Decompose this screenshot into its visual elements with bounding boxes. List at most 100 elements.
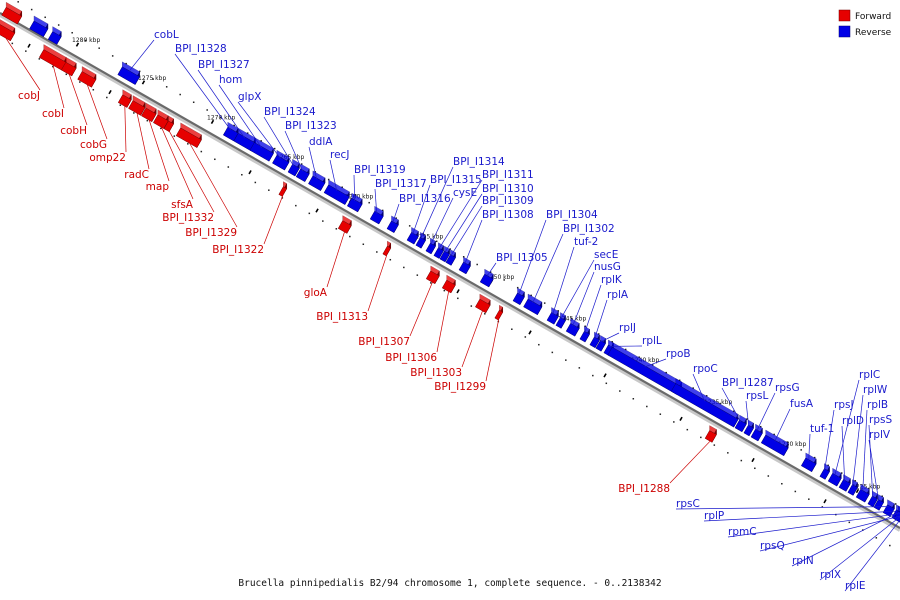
gene-bpi-i1324[interactable] — [287, 158, 300, 177]
tick-mark — [823, 499, 827, 504]
guide-dot — [395, 217, 397, 219]
guide-dot — [246, 132, 249, 134]
gene-gloa[interactable] — [337, 215, 352, 235]
gene-bpi-i1315[interactable] — [406, 226, 419, 245]
gene-bpi-i1303[interactable] — [475, 293, 491, 314]
label-rpsg: rpsG — [775, 382, 800, 394]
gene-bpi-i1304[interactable] — [512, 287, 525, 306]
leader-hom — [218, 84, 263, 149]
guide-dot — [214, 158, 216, 161]
gene-bpi-i1287[interactable] — [734, 414, 747, 433]
leader-cobj — [4, 36, 41, 91]
label-rpob: rpoB — [666, 348, 691, 360]
axis-shadow — [0, 13, 900, 532]
gene-rplc[interactable] — [827, 467, 842, 487]
gene-bpi-i1313[interactable] — [382, 240, 392, 257]
label-recj: recJ — [330, 149, 349, 161]
leader-bpi-i1310 — [444, 193, 483, 253]
guide-dot — [746, 418, 748, 420]
gene-cobh[interactable] — [61, 56, 77, 77]
leader-bpi-i1317 — [374, 188, 378, 214]
gene-rplk[interactable] — [579, 325, 590, 343]
leader-bpi-i1306 — [436, 290, 450, 353]
label-rplp: rplP — [704, 510, 724, 522]
gene-omp22[interactable] — [117, 89, 132, 109]
gene-bpi-i1299[interactable] — [494, 304, 504, 321]
guide-dot — [308, 212, 311, 215]
guide-dot — [65, 73, 68, 76]
label-nusg: nusG — [594, 261, 621, 273]
label-ddla: ddlA — [309, 136, 333, 148]
gene-recj[interactable] — [323, 179, 350, 206]
gene-bpi-i1310[interactable] — [439, 245, 450, 263]
leader-rpsq — [759, 515, 900, 552]
guide-dot — [624, 348, 627, 351]
gene-bpi-i1302[interactable] — [523, 293, 543, 316]
guide-dot — [111, 55, 114, 57]
gene-bpi-i1311[interactable] — [433, 242, 444, 260]
gene-tuf-2[interactable] — [546, 307, 559, 325]
label-fusa: fusA — [790, 398, 814, 410]
gene-bpi-i1332[interactable] — [163, 115, 174, 133]
gene-hom[interactable] — [249, 137, 274, 162]
gene-sfsa[interactable] — [153, 109, 169, 130]
gene-bpi-i1306[interactable] — [441, 274, 456, 294]
gene-rpss[interactable] — [867, 490, 878, 508]
label-bpi-i1319: BPI_I1319 — [354, 164, 406, 176]
gene-radc[interactable] — [128, 95, 146, 117]
gene-cobj[interactable] — [0, 19, 16, 42]
label-rplx: rplX — [820, 569, 841, 581]
gene-bpi-i1329[interactable] — [175, 122, 202, 149]
gene-rpoc[interactable] — [670, 378, 739, 428]
gene-corner-reverse-b[interactable] — [47, 26, 62, 46]
legend: Forward Reverse — [838, 9, 892, 38]
gene-bpi-i1314[interactable] — [415, 232, 426, 249]
gene-rplj[interactable] — [595, 335, 606, 352]
guide-dot — [611, 340, 613, 343]
leader-bpi-i1329 — [188, 141, 238, 228]
gene-bpi-i1322[interactable] — [278, 181, 288, 198]
gene-corner-forward[interactable] — [1, 1, 23, 25]
leader-bpi-i1307 — [409, 281, 434, 337]
gene-bpi-i1288[interactable] — [704, 425, 717, 444]
gene-rpla[interactable] — [589, 331, 600, 349]
gene-rpsc[interactable] — [882, 499, 895, 518]
gene-nusg[interactable] — [565, 318, 580, 337]
guide-dot — [827, 464, 829, 467]
gene-bpi-i1309[interactable] — [445, 249, 456, 267]
gene-tuf-1[interactable] — [800, 452, 817, 473]
leader-rpsc — [675, 506, 889, 510]
gene-cyse[interactable] — [425, 237, 436, 255]
gene-rpsl[interactable] — [743, 419, 754, 437]
gene-rplv[interactable] — [873, 494, 884, 512]
guide-dot — [206, 109, 208, 111]
gene-map[interactable] — [141, 102, 157, 123]
guide-dot — [543, 302, 546, 304]
gene-bpi-i1317[interactable] — [369, 205, 384, 225]
gene-rpsj[interactable] — [819, 463, 830, 481]
gene-rpld[interactable] — [838, 474, 851, 493]
gene-rplb[interactable] — [855, 483, 870, 503]
gene-rpsg[interactable] — [750, 423, 763, 442]
leader-rpss — [868, 424, 874, 498]
gene-glpx[interactable] — [272, 149, 290, 171]
gene-corner-reverse-a[interactable] — [29, 15, 49, 38]
gene-bpi-i1308[interactable] — [458, 256, 471, 275]
gene-rplw[interactable] — [847, 479, 858, 497]
leader-nusg — [572, 271, 595, 326]
tick-marks: 1280 kbp 1275 kbp 1270 kbp 1265 kbp 1260 kbp… — [11, 1, 897, 547]
gene-bpi-i1305[interactable] — [479, 268, 494, 288]
gene-bpi-i1316[interactable] — [386, 215, 399, 234]
gene-sece[interactable] — [555, 312, 566, 330]
tick-mark — [528, 330, 532, 335]
tick-mark — [75, 42, 80, 47]
tick-label: 1230 kbp — [778, 441, 806, 448]
gene-cobg[interactable] — [77, 66, 97, 89]
guide-dot — [335, 228, 338, 230]
gene-ddla[interactable] — [308, 170, 326, 192]
gene-bpi-i1307[interactable] — [425, 265, 440, 285]
gene-fusa[interactable] — [760, 429, 789, 457]
guide-dot — [659, 413, 662, 415]
guide-dot — [30, 8, 33, 11]
gene-bpi-i1319[interactable] — [346, 192, 363, 213]
